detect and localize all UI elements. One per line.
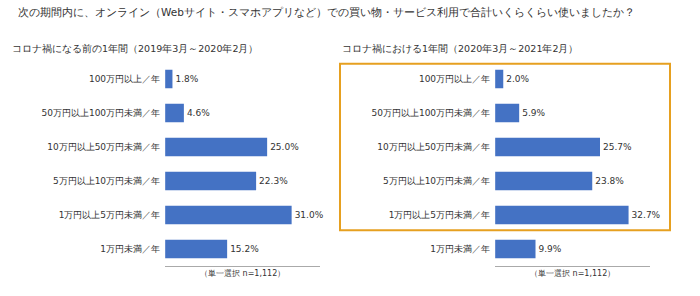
svg-text:50万円以上100万円未満／年: 50万円以上100万円未満／年 [371,108,490,118]
svg-text:1万円以上5万円未満／年: 1万円以上5万円未満／年 [59,210,160,220]
svg-text:（単一選択 n=1,112）: （単一選択 n=1,112） [200,269,285,278]
svg-text:5.9%: 5.9% [522,108,545,118]
svg-text:1万円未満／年: 1万円未満／年 [100,244,160,254]
svg-text:次の期間内に、オンライン（Webサイト・スマホアプリなど）で: 次の期間内に、オンライン（Webサイト・スマホアプリなど）での買い物・サービス利… [18,6,635,18]
svg-text:10万円以上50万円未満／年: 10万円以上50万円未満／年 [377,142,490,152]
svg-text:100万円以上／年: 100万円以上／年 [419,74,490,84]
svg-text:23.8%: 23.8% [595,176,624,186]
svg-text:9.9%: 9.9% [539,244,562,254]
svg-text:10万円以上50万円未満／年: 10万円以上50万円未満／年 [47,142,160,152]
svg-text:コロナ禍における1年間（2020年3月～2021年2月）: コロナ禍における1年間（2020年3月～2021年2月） [342,43,579,54]
svg-text:22.3%: 22.3% [259,176,288,186]
svg-text:32.7%: 32.7% [632,210,661,220]
svg-text:31.0%: 31.0% [295,210,324,220]
svg-text:25.0%: 25.0% [270,142,299,152]
svg-text:1.8%: 1.8% [175,74,198,84]
svg-text:2.0%: 2.0% [506,74,529,84]
svg-text:100万円以上／年: 100万円以上／年 [89,74,160,84]
svg-text:コロナ禍になる前の1年間（2019年3月～2020年2月）: コロナ禍になる前の1年間（2019年3月～2020年2月） [12,43,259,54]
svg-text:4.6%: 4.6% [187,108,210,118]
svg-text:5万円以上10万円未満／年: 5万円以上10万円未満／年 [53,176,160,186]
svg-text:15.2%: 15.2% [230,244,259,254]
svg-text:25.7%: 25.7% [603,142,632,152]
svg-text:（単一選択 n=1,112）: （単一選択 n=1,112） [530,269,615,278]
svg-text:1万円未満／年: 1万円未満／年 [430,244,490,254]
svg-text:50万円以上100万円未満／年: 50万円以上100万円未満／年 [41,108,160,118]
svg-text:5万円以上10万円未満／年: 5万円以上10万円未満／年 [383,176,490,186]
svg-text:1万円以上5万円未満／年: 1万円以上5万円未満／年 [389,210,490,220]
